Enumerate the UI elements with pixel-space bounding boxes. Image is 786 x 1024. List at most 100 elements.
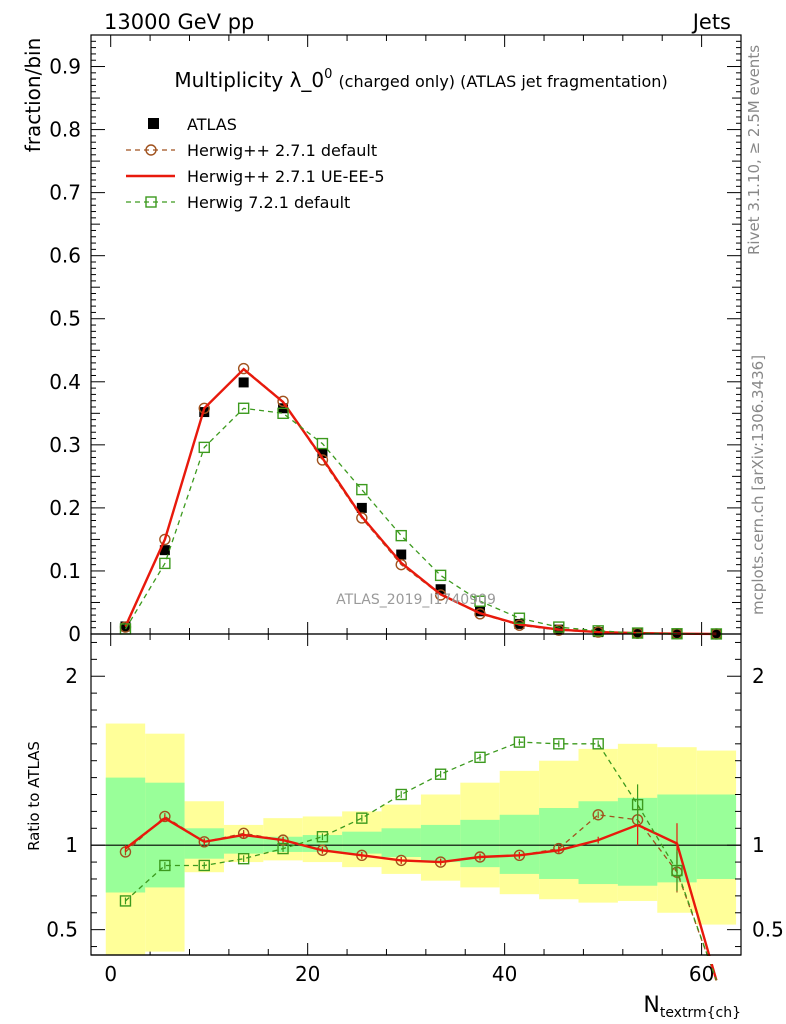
series-marker [592, 625, 604, 637]
series-marker [316, 454, 329, 466]
series-marker [277, 395, 289, 408]
ratio-marker [474, 751, 486, 764]
ratio-y-tick-label: 1 [65, 833, 78, 857]
series-marker [395, 558, 407, 571]
rivet-version-label: Rivet 3.1.10, ≥ 2.5M events [745, 45, 763, 255]
legend-marker [145, 144, 157, 156]
series-marker [159, 533, 171, 546]
ratio-marker [671, 864, 683, 877]
y-tick-label: 0 [68, 622, 81, 646]
uncertainty-band-green [420, 824, 461, 863]
analysis-watermark: ATLAS_2019_I1740909 [336, 592, 496, 608]
header-right-label: Jets [691, 10, 731, 34]
ratio-series-line [125, 741, 718, 981]
ratio-marker [592, 738, 604, 750]
ratio-marker [237, 853, 250, 865]
y-tick-label: 0.8 [49, 118, 81, 142]
series-marker [198, 402, 210, 414]
legend-marker [145, 196, 157, 208]
uncertainty-band-green [105, 777, 146, 893]
data-point-atlas [238, 377, 249, 388]
uncertainty-band-green [145, 782, 185, 888]
y-tick-label: 0.6 [49, 244, 81, 268]
legend-label: Herwig++ 2.7.1 UE-EE-5 [187, 167, 385, 186]
y-tick-label: 0.1 [49, 559, 81, 583]
series-marker [434, 569, 447, 582]
series-marker [237, 362, 250, 375]
ratio-marker [395, 788, 407, 801]
header-left-label: 13000 GeV pp [104, 10, 254, 34]
chart-title-rest: (charged only) (ATLAS jet fragmentation) [338, 72, 667, 91]
series-marker [316, 437, 329, 450]
ratio-marker [277, 842, 289, 855]
uncertainty-band-green [263, 836, 303, 852]
ratio-marker [159, 859, 171, 872]
legend: ATLAS Herwig++ 2.7.1 default Herwig++ 2.7.… [126, 115, 385, 212]
chart-title: Multiplicity λ_00 (charged only) (ATLAS j… [174, 67, 667, 92]
x-axis-label-sub: textrm{ch} [660, 1005, 741, 1021]
uncertainty-band-green [499, 814, 540, 874]
series-solid [124, 367, 717, 636]
series-marker [474, 595, 486, 607]
data-point-atlas [475, 606, 486, 617]
series-marker [395, 529, 407, 542]
y-tick-label: 0.3 [49, 433, 81, 457]
x-axis-label: Ntextrm{ch} [643, 993, 741, 1021]
ratio-marker [592, 809, 604, 821]
ratio-y-tick-label-right: 1 [752, 833, 765, 857]
data-point-atlas [356, 502, 367, 513]
data-point-atlas [159, 545, 170, 556]
y-tick-label: 0.7 [49, 181, 81, 205]
ratio-marker [316, 831, 329, 843]
y-axis-label: fraction/bin [21, 38, 45, 153]
series-marker [631, 627, 644, 639]
uncertainty-band-green [696, 794, 737, 879]
series-marker [553, 621, 565, 633]
ratio-y-tick-label: 0.5 [46, 918, 78, 942]
ratio-panel: 0 20 40 60 0.5 0.5 1 1 2 2 [46, 633, 784, 986]
data-point-atlas [317, 448, 328, 459]
ratio-marker [356, 812, 368, 824]
series-marker [434, 589, 447, 601]
ratio-marker [119, 895, 132, 907]
x-tick-label: 0 [104, 962, 117, 986]
x-axis-label-base: N [643, 993, 659, 1018]
uncertainty-band-green [342, 831, 382, 854]
series-marker [159, 557, 171, 570]
series-line [124, 367, 717, 636]
ratio-series-square-dashed [119, 736, 718, 981]
series-marker [237, 402, 250, 414]
y-tick-label: 0.9 [49, 55, 81, 79]
ratio-y-tick-label-right: 0.5 [752, 918, 784, 942]
series-marker [356, 512, 368, 524]
ratio-series-line [124, 816, 718, 981]
legend-label: Herwig 7.2.1 default [187, 193, 350, 212]
y-tick-label: 0.2 [49, 496, 81, 520]
series-marker [277, 407, 289, 420]
ratio-y-tick-label: 2 [65, 664, 78, 688]
series-marker [513, 612, 526, 624]
ratio-marker [513, 736, 526, 748]
ratio-y-axis-label: Ratio to ATLAS [25, 741, 43, 851]
chart-title-main: Multiplicity λ_0 [174, 68, 324, 92]
y-tick-label: 0.4 [49, 370, 81, 394]
legend-marker-atlas [148, 118, 159, 129]
y-tick-label: 0.5 [49, 307, 81, 331]
series-marker [356, 483, 368, 496]
x-tick-label: 40 [492, 962, 517, 986]
main-panel: 0 0.1 0.2 0.3 0.4 0.5 0.6 0.7 0.8 0.9 [49, 34, 742, 955]
legend-label: Herwig++ 2.7.1 default [187, 141, 377, 160]
chart-title-sup: 0 [324, 67, 332, 82]
series-line [124, 407, 717, 635]
ratio-marker [631, 798, 644, 811]
ratio-y-tick-label-right: 2 [752, 664, 765, 688]
series-marker [198, 441, 210, 454]
legend-label: ATLAS [187, 115, 237, 134]
ratio-marker [198, 859, 210, 872]
data-point-atlas [396, 549, 407, 560]
ratio-marker [553, 738, 565, 750]
mcplots-source-label: mcplots.cern.ch [arXiv:1306.3436] [749, 355, 767, 615]
uncertainty-band-green [381, 828, 421, 858]
x-tick-label: 20 [295, 962, 320, 986]
ratio-marker [434, 768, 447, 780]
